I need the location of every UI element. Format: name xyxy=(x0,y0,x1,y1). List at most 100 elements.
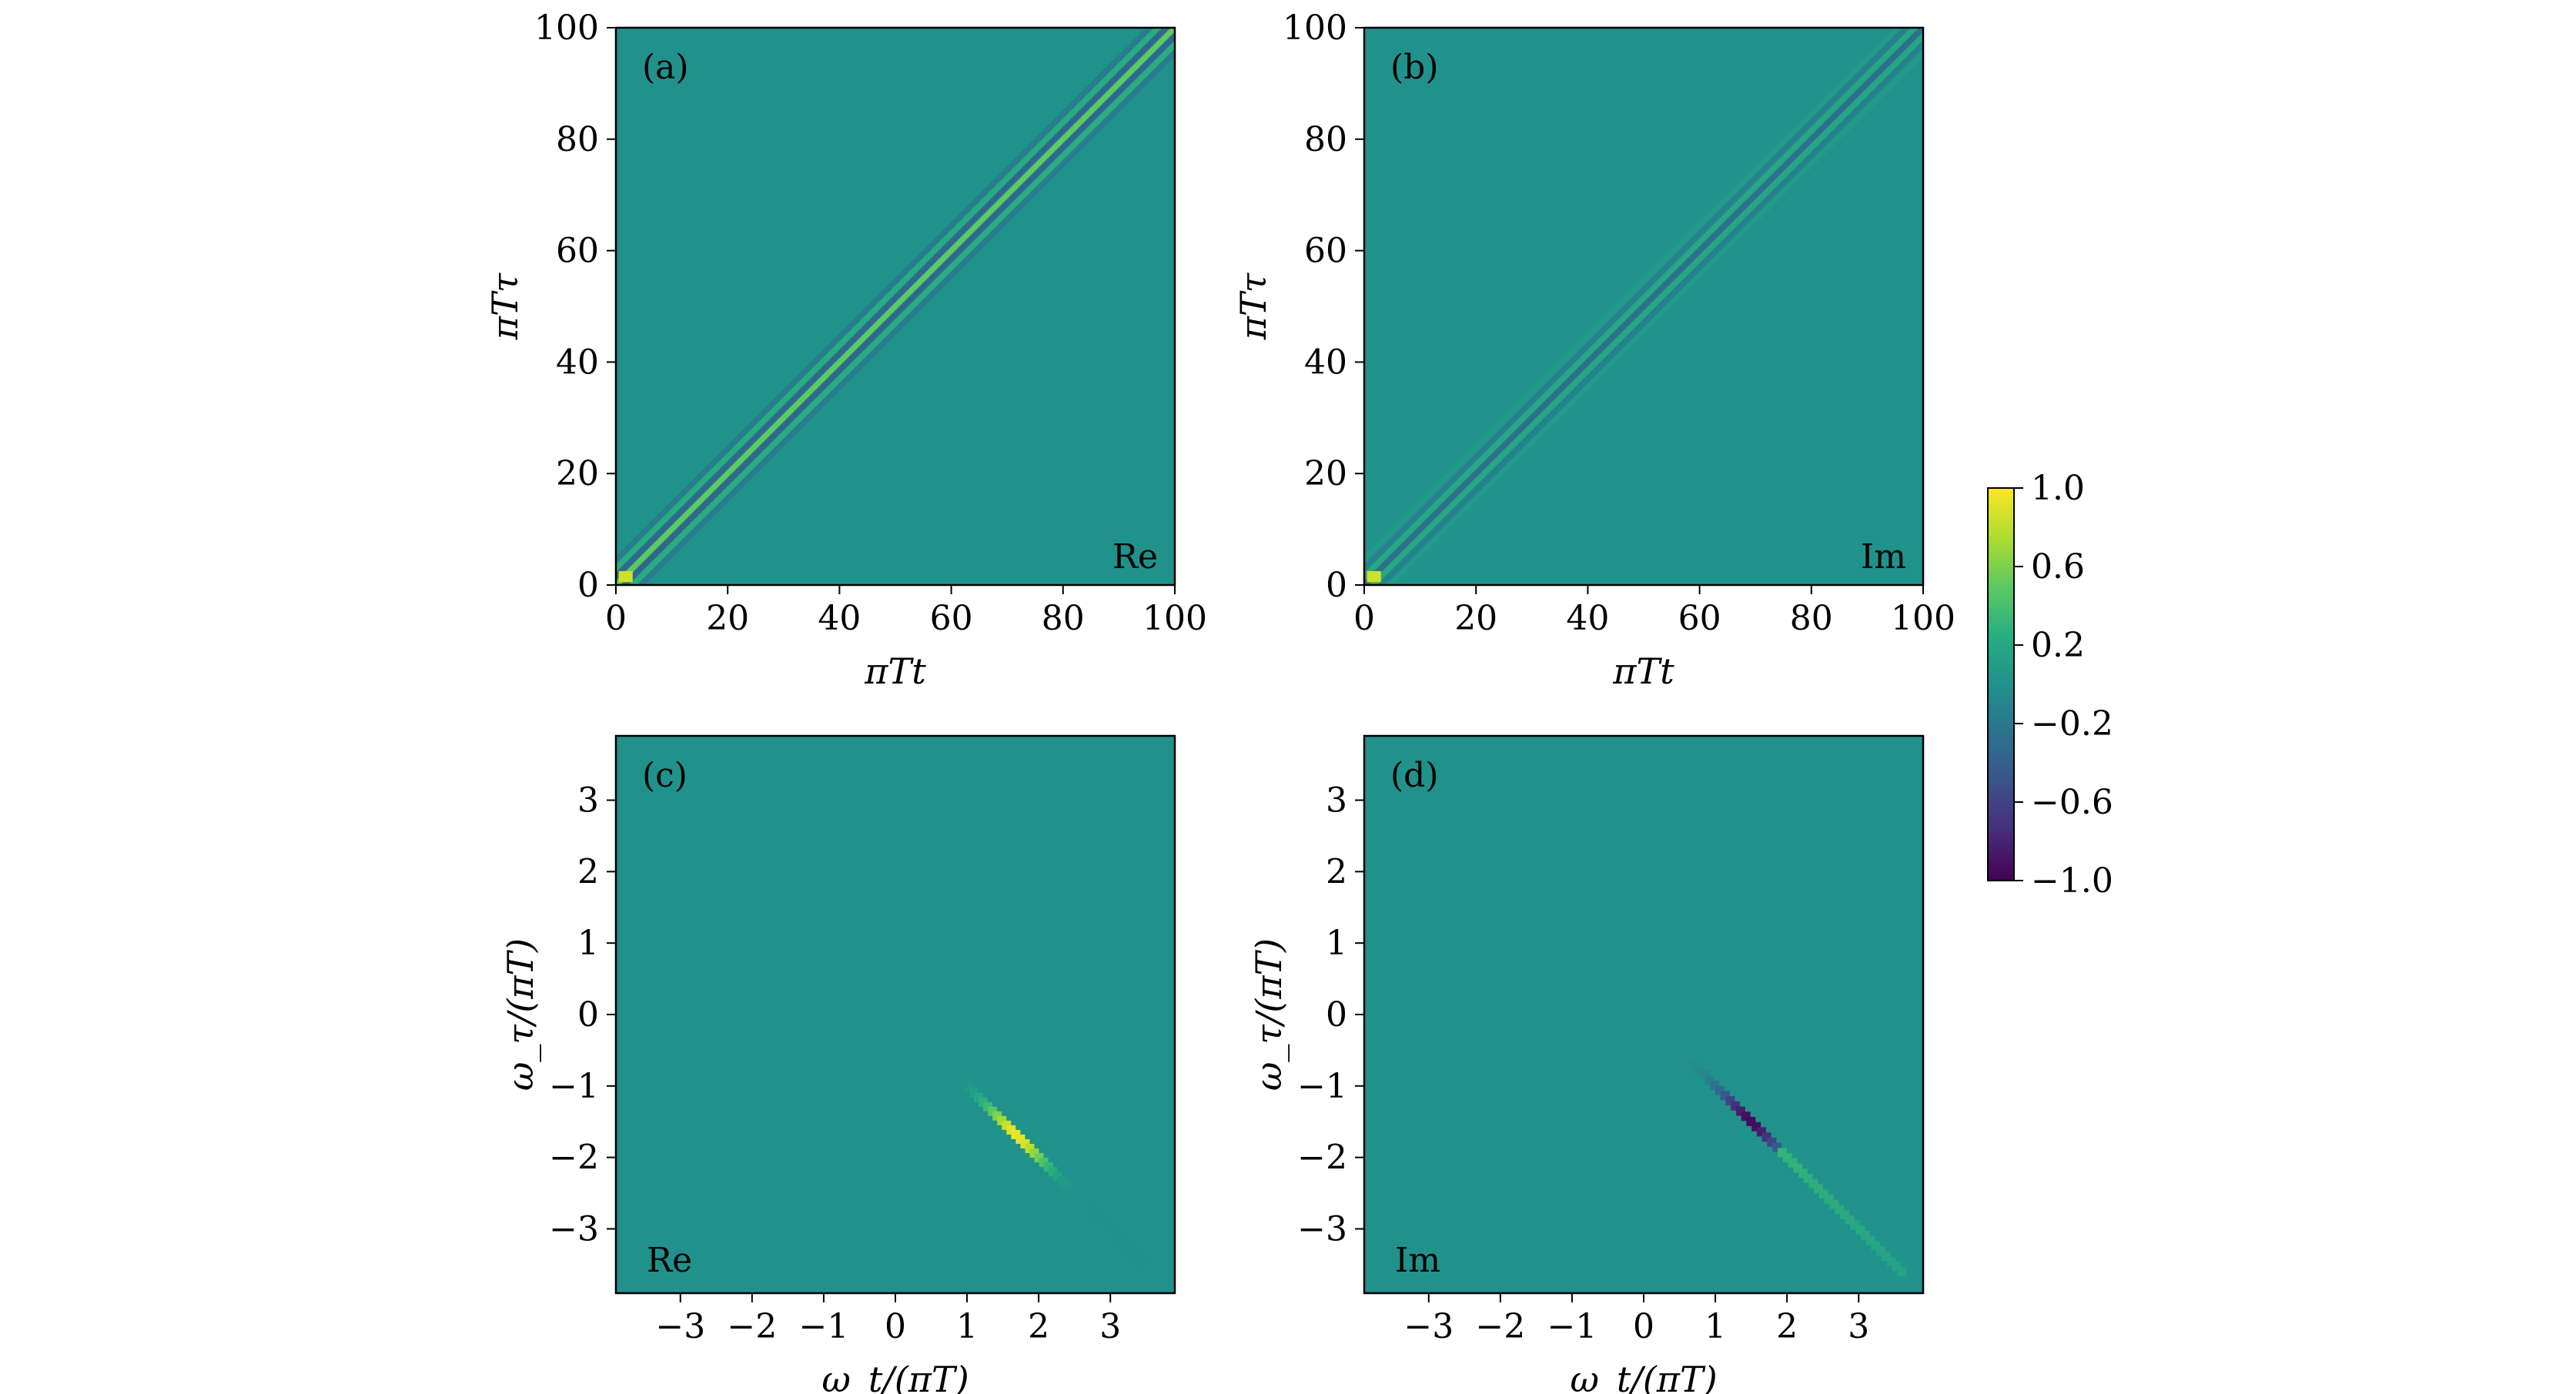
x-tick-label: −1 xyxy=(798,1307,848,1346)
x-tick-label: 80 xyxy=(1790,599,1833,638)
y-axis-label: πTτ xyxy=(1233,272,1274,340)
panel-tag: (d) xyxy=(1390,756,1439,795)
y-axis-label: πTτ xyxy=(484,272,526,340)
axes-frame xyxy=(614,26,1176,587)
diagonal-band-stripe xyxy=(1364,28,1911,573)
streak-cell xyxy=(1141,1259,1151,1269)
diagonal-band-stripe xyxy=(620,32,1175,585)
colorbar-gradient xyxy=(1987,487,2015,881)
x-tick-label: 20 xyxy=(706,599,749,638)
streak-cell xyxy=(1897,1267,1907,1277)
x-axis-label: πTt xyxy=(1612,650,1674,692)
y-tick-label: 3 xyxy=(1326,781,1347,821)
y-tick-label: 1 xyxy=(1326,924,1347,963)
diagonal-band-stripe xyxy=(616,28,1171,581)
x-tick-label: 1 xyxy=(956,1307,978,1346)
panel-c: −3 −2 −1 0 1 2 3 −3 −2 −1 0 1 2 3 ω_t/(πT) ω_τ/(πT) (c) R… xyxy=(500,734,1176,1394)
panel-tag: (a) xyxy=(642,48,689,87)
y-tick-label: −3 xyxy=(1297,1209,1347,1249)
diagonal-band-stripe xyxy=(616,28,1154,564)
y-tick-label: −1 xyxy=(549,1067,599,1106)
diagonal-band-stripe xyxy=(628,40,1175,585)
component-label: Im xyxy=(1395,1241,1440,1280)
x-tick-label: 40 xyxy=(1566,599,1609,638)
y-tick-label: 40 xyxy=(1304,343,1347,382)
y-tick-label: 2 xyxy=(1326,852,1347,891)
y-tick-label: 60 xyxy=(556,232,599,271)
diagonal-band-stripe xyxy=(1364,28,1902,564)
y-tick-label: 80 xyxy=(1304,120,1347,159)
y-tick-label: 80 xyxy=(556,120,599,159)
y-axis-label: ω_τ/(πT) xyxy=(500,938,541,1091)
heatmap-field xyxy=(955,1074,1151,1269)
component-label: Im xyxy=(1861,537,1906,577)
diagonal-band-stripe xyxy=(1364,28,1923,585)
diagonal-band-stripe xyxy=(1368,32,1923,585)
x-tick-label: −3 xyxy=(655,1307,705,1346)
x-tick-label: −2 xyxy=(727,1307,777,1346)
x-tick-label: −2 xyxy=(1475,1307,1525,1346)
y-tick-label: 20 xyxy=(1304,454,1347,493)
panel-a: 0 20 40 60 80 100 0 20 40 60 80 100 πTt πTτ (a) Re xyxy=(484,8,1207,692)
panel-tag: (c) xyxy=(642,756,687,795)
colorbar-tick-label: −1.0 xyxy=(2031,861,2113,901)
y-tick-label: 60 xyxy=(1304,232,1347,271)
x-axis-label: ω_t/(πT) xyxy=(1570,1359,1717,1394)
diagonal-band-stripe xyxy=(616,28,1163,573)
x-tick-label: −3 xyxy=(1403,1307,1454,1346)
x-tick-label: 0 xyxy=(1633,1307,1654,1346)
y-tick-label: 0 xyxy=(1326,995,1347,1035)
y-tick-label: −2 xyxy=(1297,1138,1347,1178)
x-axis-label: πTt xyxy=(864,650,926,692)
panel-d: −3 −2 −1 0 1 2 3 −3 −2 −1 0 1 2 3 ω_t/(πT) ω_τ/(πT) (d) I… xyxy=(1248,734,1925,1394)
x-tick-label: 80 xyxy=(1042,599,1085,638)
heatmap-field xyxy=(1689,1059,1907,1277)
x-tick-label: 60 xyxy=(930,599,973,638)
axes-frame xyxy=(1363,26,1925,587)
component-label: Re xyxy=(1112,537,1158,577)
diagonal-band-stripe xyxy=(1364,28,1919,581)
y-tick-label: 40 xyxy=(556,343,599,382)
y-tick-label: −1 xyxy=(1297,1067,1347,1106)
colorbar: 1.0 0.6 0.2 −0.2 −0.6 −1.0 xyxy=(1987,469,2113,901)
panel-b: 0 20 40 60 80 100 0 20 40 60 80 100 πTt πTτ (b) Im xyxy=(1233,8,1955,692)
heatmap-field xyxy=(1364,28,1923,585)
colorbar-tick-label: 1.0 xyxy=(2031,469,2085,508)
y-tick-label: −3 xyxy=(549,1209,599,1249)
x-tick-label: 100 xyxy=(1142,599,1207,638)
origin-peak xyxy=(1367,570,1381,583)
panel-tag: (b) xyxy=(1390,48,1439,87)
colorbar-tick-label: 0.2 xyxy=(2031,626,2085,665)
x-tick-label: 3 xyxy=(1099,1307,1121,1346)
diagonal-band-stripe xyxy=(637,48,1175,585)
x-tick-label: 60 xyxy=(1678,599,1721,638)
diagonal-band-stripe xyxy=(616,28,1175,585)
diagonal-band-stripe xyxy=(1385,48,1923,585)
x-axis-label: ω_t/(πT) xyxy=(821,1359,969,1394)
x-tick-label: 2 xyxy=(1028,1307,1049,1346)
y-tick-label: 3 xyxy=(577,781,599,821)
origin-peak xyxy=(618,570,633,583)
x-tick-label: 2 xyxy=(1776,1307,1798,1346)
y-tick-label: 0 xyxy=(577,995,599,1035)
colorbar-tick-label: −0.6 xyxy=(2031,783,2113,822)
y-tick-label: 0 xyxy=(1326,566,1347,605)
component-label: Re xyxy=(647,1241,692,1280)
y-axis-label: ω_τ/(πT) xyxy=(1248,938,1290,1091)
y-tick-label: 20 xyxy=(556,454,599,493)
colorbar-tick-label: −0.2 xyxy=(2031,704,2113,744)
x-tick-label: −1 xyxy=(1547,1307,1597,1346)
colorbar-tick-label: 0.6 xyxy=(2031,547,2085,587)
x-tick-label: 0 xyxy=(885,1307,906,1346)
y-tick-label: 100 xyxy=(534,8,599,48)
x-tick-label: 3 xyxy=(1848,1307,1869,1346)
diagonal-band-stripe xyxy=(1377,40,1923,585)
x-tick-label: 0 xyxy=(605,599,627,638)
y-tick-label: 1 xyxy=(577,924,599,963)
x-tick-label: 1 xyxy=(1705,1307,1726,1346)
x-tick-label: 0 xyxy=(1353,599,1375,638)
x-tick-label: 40 xyxy=(818,599,861,638)
y-tick-label: 0 xyxy=(577,566,599,605)
y-tick-label: 100 xyxy=(1283,8,1347,48)
